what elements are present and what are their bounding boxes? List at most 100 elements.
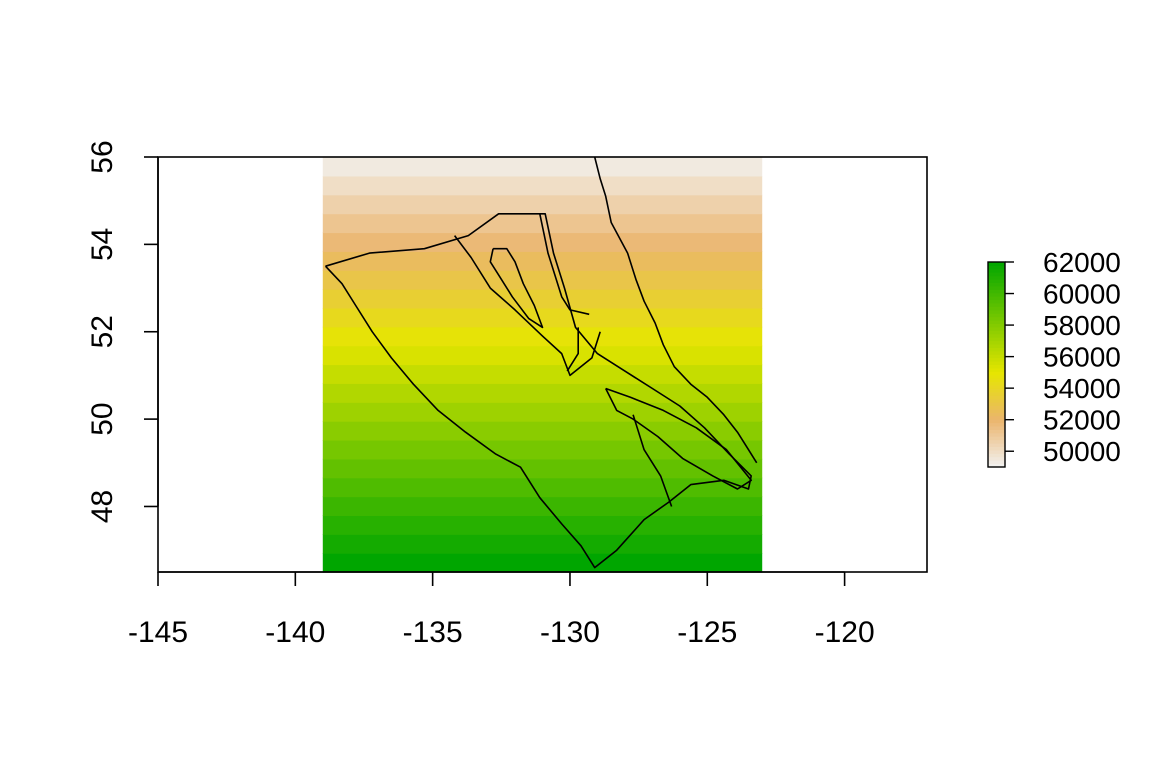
x-tick-label: -120: [815, 616, 875, 649]
legend-label: 54000: [1043, 373, 1121, 404]
y-tick-label: 56: [86, 140, 119, 173]
legend-swatch: [988, 262, 1005, 266]
raster-cell: [322, 553, 763, 573]
raster-cell: [322, 232, 763, 252]
legend-swatch: [988, 381, 1005, 386]
legend-swatch: [988, 272, 1005, 277]
raster-cell: [322, 477, 763, 498]
y-tick-label: 52: [86, 315, 119, 348]
legend-swatch: [988, 371, 1005, 376]
x-tick-label: -140: [265, 616, 325, 649]
legend-swatch: [988, 415, 1005, 420]
legend-swatch: [988, 432, 1005, 437]
raster-layer: [322, 157, 763, 573]
legend-label: 56000: [1043, 342, 1121, 373]
raster-cell: [322, 364, 763, 384]
legend-swatch: [988, 367, 1005, 372]
legend-swatch: [988, 330, 1005, 335]
legend-swatch: [988, 405, 1005, 410]
legend-swatch: [988, 303, 1005, 307]
legend-swatch: [988, 337, 1005, 342]
legend-swatch: [988, 285, 1005, 290]
legend-swatch: [988, 395, 1005, 400]
legend-swatch: [988, 456, 1005, 461]
legend-swatch: [988, 419, 1005, 424]
legend-swatch: [988, 326, 1005, 331]
boundary-overlays: [324, 156, 758, 569]
boundary-line: [324, 213, 753, 569]
legend-swatch: [988, 453, 1005, 458]
boundary-line: [604, 387, 753, 490]
legend-swatch: [988, 316, 1005, 321]
legend-swatch: [988, 306, 1005, 311]
legend-swatch: [988, 460, 1005, 465]
raster-cell: [322, 251, 763, 271]
x-axis: -145 -140 -135 -130 -125 -120: [128, 571, 875, 649]
legend-swatch: [988, 268, 1005, 273]
legend-swatch: [988, 347, 1005, 352]
boundary-line: [566, 327, 580, 372]
legend-swatch: [988, 344, 1005, 348]
boundary-line: [593, 156, 758, 464]
legend-label: 58000: [1043, 310, 1121, 341]
boundary-line: [632, 414, 673, 507]
x-tick-label: -125: [677, 616, 737, 649]
legend-swatch: [988, 361, 1005, 365]
legend-swatch: [988, 402, 1005, 406]
boundary-line: [489, 247, 544, 329]
raster-cell: [322, 402, 763, 422]
legend-label: 52000: [1043, 405, 1121, 436]
legend-swatch: [988, 443, 1005, 447]
raster-cell: [322, 157, 763, 177]
legend-swatch: [988, 463, 1005, 468]
legend-swatch: [988, 398, 1005, 403]
legend-label: 62000: [1043, 247, 1121, 278]
raster-cell: [322, 534, 763, 554]
legend-swatch: [988, 289, 1005, 294]
legend-swatch: [988, 378, 1005, 383]
legend-swatch: [988, 449, 1005, 454]
legend-swatch: [988, 429, 1005, 434]
raster-cell: [322, 496, 763, 517]
legend-swatch: [988, 439, 1005, 444]
raster-cell: [322, 383, 763, 403]
raster-cell: [322, 421, 763, 441]
raster-cell: [322, 515, 763, 535]
legend-swatch: [988, 313, 1005, 318]
legend-swatch: [988, 282, 1005, 287]
legend-swatch: [988, 412, 1005, 417]
legend-swatch: [988, 357, 1005, 362]
x-tick-label: -135: [403, 616, 463, 649]
legend-swatch: [988, 374, 1005, 379]
raster-cell: [322, 175, 763, 196]
legend-swatch: [988, 333, 1005, 338]
legend-swatch: [988, 279, 1005, 283]
legend-swatch: [988, 436, 1005, 441]
raster-cell: [322, 345, 763, 366]
legend-label: 50000: [1043, 436, 1121, 467]
legend-swatch: [988, 391, 1005, 396]
legend-swatch: [988, 299, 1005, 304]
y-axis: 48 50 52 54 56: [86, 140, 159, 523]
x-tick-label: -145: [128, 616, 188, 649]
legend-label: 60000: [1043, 279, 1121, 310]
legend-swatch: [988, 385, 1005, 389]
boundary-line: [453, 235, 601, 377]
legend-swatch: [988, 292, 1005, 297]
legend-swatch: [988, 296, 1005, 301]
y-tick-label: 54: [86, 228, 119, 261]
legend-swatch: [988, 275, 1005, 280]
legend-swatch: [988, 309, 1005, 314]
legend-frame: [987, 261, 1006, 468]
raster-cell: [322, 439, 763, 460]
x-tick-label: -130: [540, 616, 600, 649]
legend-swatch: [988, 388, 1005, 393]
legend-swatch: [988, 265, 1005, 270]
boundary-line: [539, 213, 590, 316]
legend-swatch: [988, 426, 1005, 430]
legend-swatch: [988, 364, 1005, 369]
raster-cell: [322, 194, 763, 215]
y-tick-label: 48: [86, 490, 119, 523]
legend-swatch: [988, 323, 1005, 328]
